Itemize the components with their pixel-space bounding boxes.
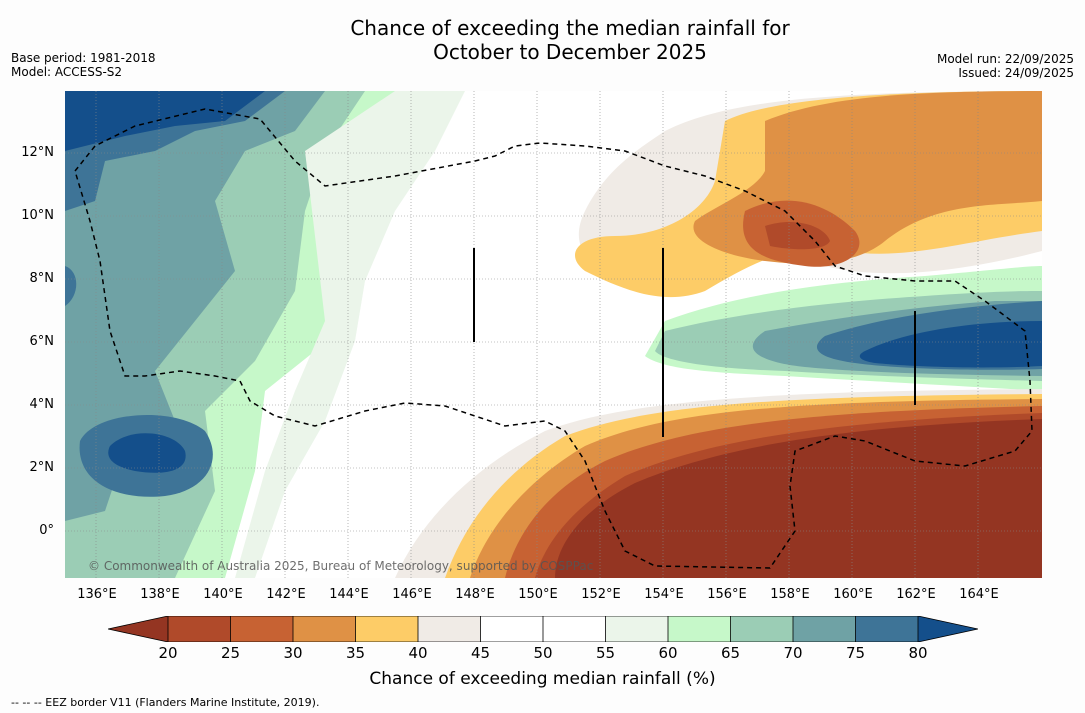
- y-tick-0: 0°: [39, 523, 54, 538]
- cb-label-80: 80: [908, 644, 928, 662]
- x-tick-162: 162°E: [896, 587, 936, 602]
- region-west-80b: [108, 433, 186, 473]
- x-tick-156: 156°E: [707, 587, 747, 602]
- cb-label-35: 35: [345, 644, 366, 662]
- colorbar-25-30: [230, 616, 293, 642]
- colorbar-20-25: [168, 616, 231, 642]
- region-north-25: [765, 221, 830, 250]
- title-line-2: October to December 2025: [433, 40, 707, 64]
- colorbar-above-80: [918, 616, 978, 642]
- cb-label-70: 70: [783, 644, 803, 662]
- cb-label-20: 20: [158, 644, 178, 662]
- y-tick-12n: 12°N: [21, 145, 54, 160]
- cb-label-25: 25: [220, 644, 241, 662]
- y-tick-8n: 8°N: [29, 271, 55, 286]
- meta-right: Model run: 22/09/2025 Issued: 24/09/2025: [937, 52, 1074, 80]
- map-title: Chance of exceeding the median rainfall …: [0, 16, 1085, 64]
- x-tick-154: 154°E: [644, 587, 684, 602]
- map-canvas: [65, 91, 1042, 578]
- colorbar-70-75: [793, 616, 856, 642]
- cb-label-65: 65: [720, 644, 741, 662]
- region-east-80: [859, 321, 1042, 368]
- colorbar-40-45: [418, 616, 481, 642]
- region-south-20: [555, 419, 1042, 578]
- colorbar-title: Chance of exceeding median rainfall (%): [369, 669, 716, 689]
- x-tick-158: 158°E: [770, 587, 810, 602]
- marker-lines: [473, 248, 916, 437]
- x-tick-164: 164°E: [959, 587, 999, 602]
- x-tick-148: 148°E: [455, 587, 495, 602]
- model-name: Model: ACCESS-S2: [11, 65, 123, 79]
- colorbar-75-80: [855, 616, 918, 642]
- x-tick-160: 160°E: [833, 587, 873, 602]
- x-tick-138: 138°E: [140, 587, 180, 602]
- colorbar-35-40: [355, 616, 418, 642]
- x-tick-144: 144°E: [329, 587, 369, 602]
- colorbar-30-35: [293, 616, 356, 642]
- copyright-notice: © Commonwealth of Australia 2025, Bureau…: [88, 559, 594, 573]
- x-tick-140: 140°E: [203, 587, 243, 602]
- colorbar-50-55: [543, 616, 606, 642]
- colorbar: [108, 616, 978, 642]
- y-tick-2n: 2°N: [29, 460, 55, 475]
- cb-label-40: 40: [408, 644, 428, 662]
- region-central-55: [235, 91, 465, 578]
- colorbar-65-70: [730, 616, 793, 642]
- colorbar-below-20: [108, 616, 168, 642]
- x-tick-142: 142°E: [266, 587, 306, 602]
- y-tick-10n: 10°N: [21, 208, 54, 223]
- model-run: Model run: 22/09/2025: [936, 52, 1074, 66]
- cb-label-55: 55: [595, 644, 616, 662]
- y-tick-6n: 6°N: [29, 334, 55, 349]
- colorbar-45-50: [480, 616, 543, 642]
- cb-label-45: 45: [470, 644, 491, 662]
- colorbar-60-65: [668, 616, 731, 642]
- colorbar-55-60: [605, 616, 668, 642]
- x-tick-136: 136°E: [77, 587, 117, 602]
- base-period: Base period: 1981-2018: [11, 51, 156, 65]
- cb-label-30: 30: [283, 644, 303, 662]
- y-tick-4n: 4°N: [29, 397, 55, 412]
- cb-label-60: 60: [658, 644, 678, 662]
- eez-footnote: -- -- -- EEZ border V11 (Flanders Marine…: [11, 696, 320, 709]
- x-tick-150: 150°E: [518, 587, 558, 602]
- meta-left: Base period: 1981-2018 Model: ACCESS-S2: [11, 51, 156, 79]
- title-line-1: Chance of exceeding the median rainfall …: [350, 16, 790, 40]
- x-tick-152: 152°E: [581, 587, 621, 602]
- cb-label-75: 75: [845, 644, 866, 662]
- region-west-75c: [65, 266, 77, 306]
- region-west-70: [65, 91, 325, 521]
- eez-border: [74, 108, 1033, 569]
- x-tick-146: 146°E: [392, 587, 432, 602]
- issued-date: Issued: 24/09/2025: [958, 66, 1074, 80]
- rainfall-map: [65, 91, 1042, 578]
- cb-label-50: 50: [533, 644, 553, 662]
